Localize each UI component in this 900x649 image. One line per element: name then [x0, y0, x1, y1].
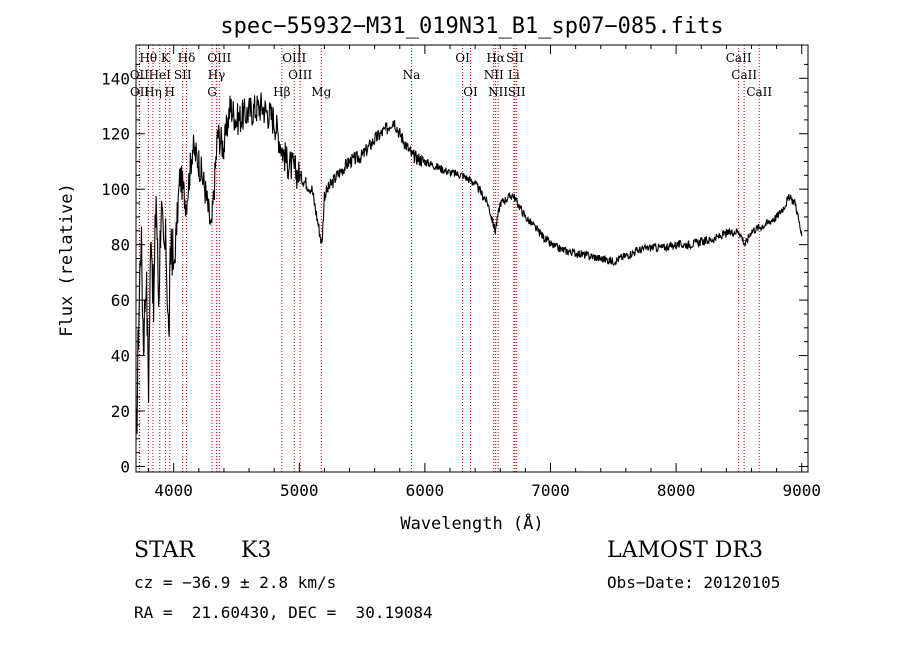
y-tick-label: 20 — [111, 402, 130, 421]
y-tick-label: 120 — [101, 125, 130, 144]
x-axis-label: Wavelength (Å) — [400, 512, 543, 534]
object-subclass: K3 — [241, 538, 272, 563]
y-axis-label: Flux (relative) — [57, 183, 77, 337]
x-tick-label: 7000 — [531, 481, 570, 500]
line-marker-label: Na — [403, 68, 421, 82]
y-tick-label: 80 — [111, 236, 130, 255]
x-tick-label: 5000 — [280, 481, 319, 500]
x-tick-label: 9000 — [782, 481, 821, 500]
x-axis: 4000 5000 6000 7000 8000 9000 — [148, 45, 821, 500]
line-marker-label: NII — [484, 68, 504, 82]
y-axis: 0 20 40 60 80 100 120 140 — [101, 63, 808, 476]
y-tick-label: 40 — [111, 347, 130, 366]
line-marker-label: OIII — [288, 68, 312, 82]
y-tick-label: 140 — [101, 69, 130, 88]
line-marker-label: CaII — [746, 85, 772, 99]
x-tick-label: 4000 — [154, 481, 193, 500]
line-marker-label: HeI — [149, 68, 172, 82]
y-tick-label: 0 — [120, 457, 130, 476]
plot-frame — [135, 44, 809, 473]
radial-velocity: cz = −36.9 ± 2.8 km/s — [134, 573, 337, 592]
spectrum-series-line — [135, 92, 803, 438]
line-marker-label: Li — [508, 68, 520, 82]
line-marker-label: OIII — [282, 51, 306, 65]
line-marker-label: OI — [455, 51, 470, 65]
chart-title: spec−55932−M31_019N31_B1_sp07−085.fits — [220, 14, 723, 39]
line-marker-label: Hδ — [178, 51, 196, 65]
line-marker-label: NII — [488, 85, 508, 99]
line-marker-label: SII — [506, 51, 524, 65]
line-marker-label: OIII — [207, 51, 231, 65]
spectral-line-markers — [138, 45, 760, 472]
line-marker-label: OI — [463, 85, 478, 99]
y-tick-label: 100 — [101, 180, 130, 199]
line-marker-label: CaII — [726, 51, 752, 65]
line-marker-label: Hγ — [208, 68, 226, 82]
line-marker-label: CaII — [731, 68, 757, 82]
line-marker-label: OII — [130, 68, 150, 82]
line-marker-label: Hβ — [273, 85, 290, 99]
coordinates: RA = 21.60430, DEC = 30.19084 — [134, 603, 433, 622]
line-marker-label: H — [165, 85, 175, 99]
observation-date: Obs−Date: 20120105 — [607, 573, 781, 592]
line-marker-label: G — [207, 85, 217, 99]
line-marker-label: Hη — [144, 85, 162, 99]
line-marker-label: Hα — [486, 51, 505, 65]
line-marker-label: Mg — [311, 85, 331, 99]
survey-name: LAMOST DR3 — [607, 538, 763, 563]
line-marker-label: SII — [508, 85, 526, 99]
line-marker-label: K — [161, 51, 171, 65]
object-class: STAR — [134, 538, 195, 563]
line-marker-label: SII — [174, 68, 192, 82]
x-tick-label: 6000 — [406, 481, 445, 500]
line-marker-label: Hθ — [139, 51, 157, 65]
x-tick-label: 8000 — [657, 481, 696, 500]
y-tick-label: 60 — [111, 291, 130, 310]
